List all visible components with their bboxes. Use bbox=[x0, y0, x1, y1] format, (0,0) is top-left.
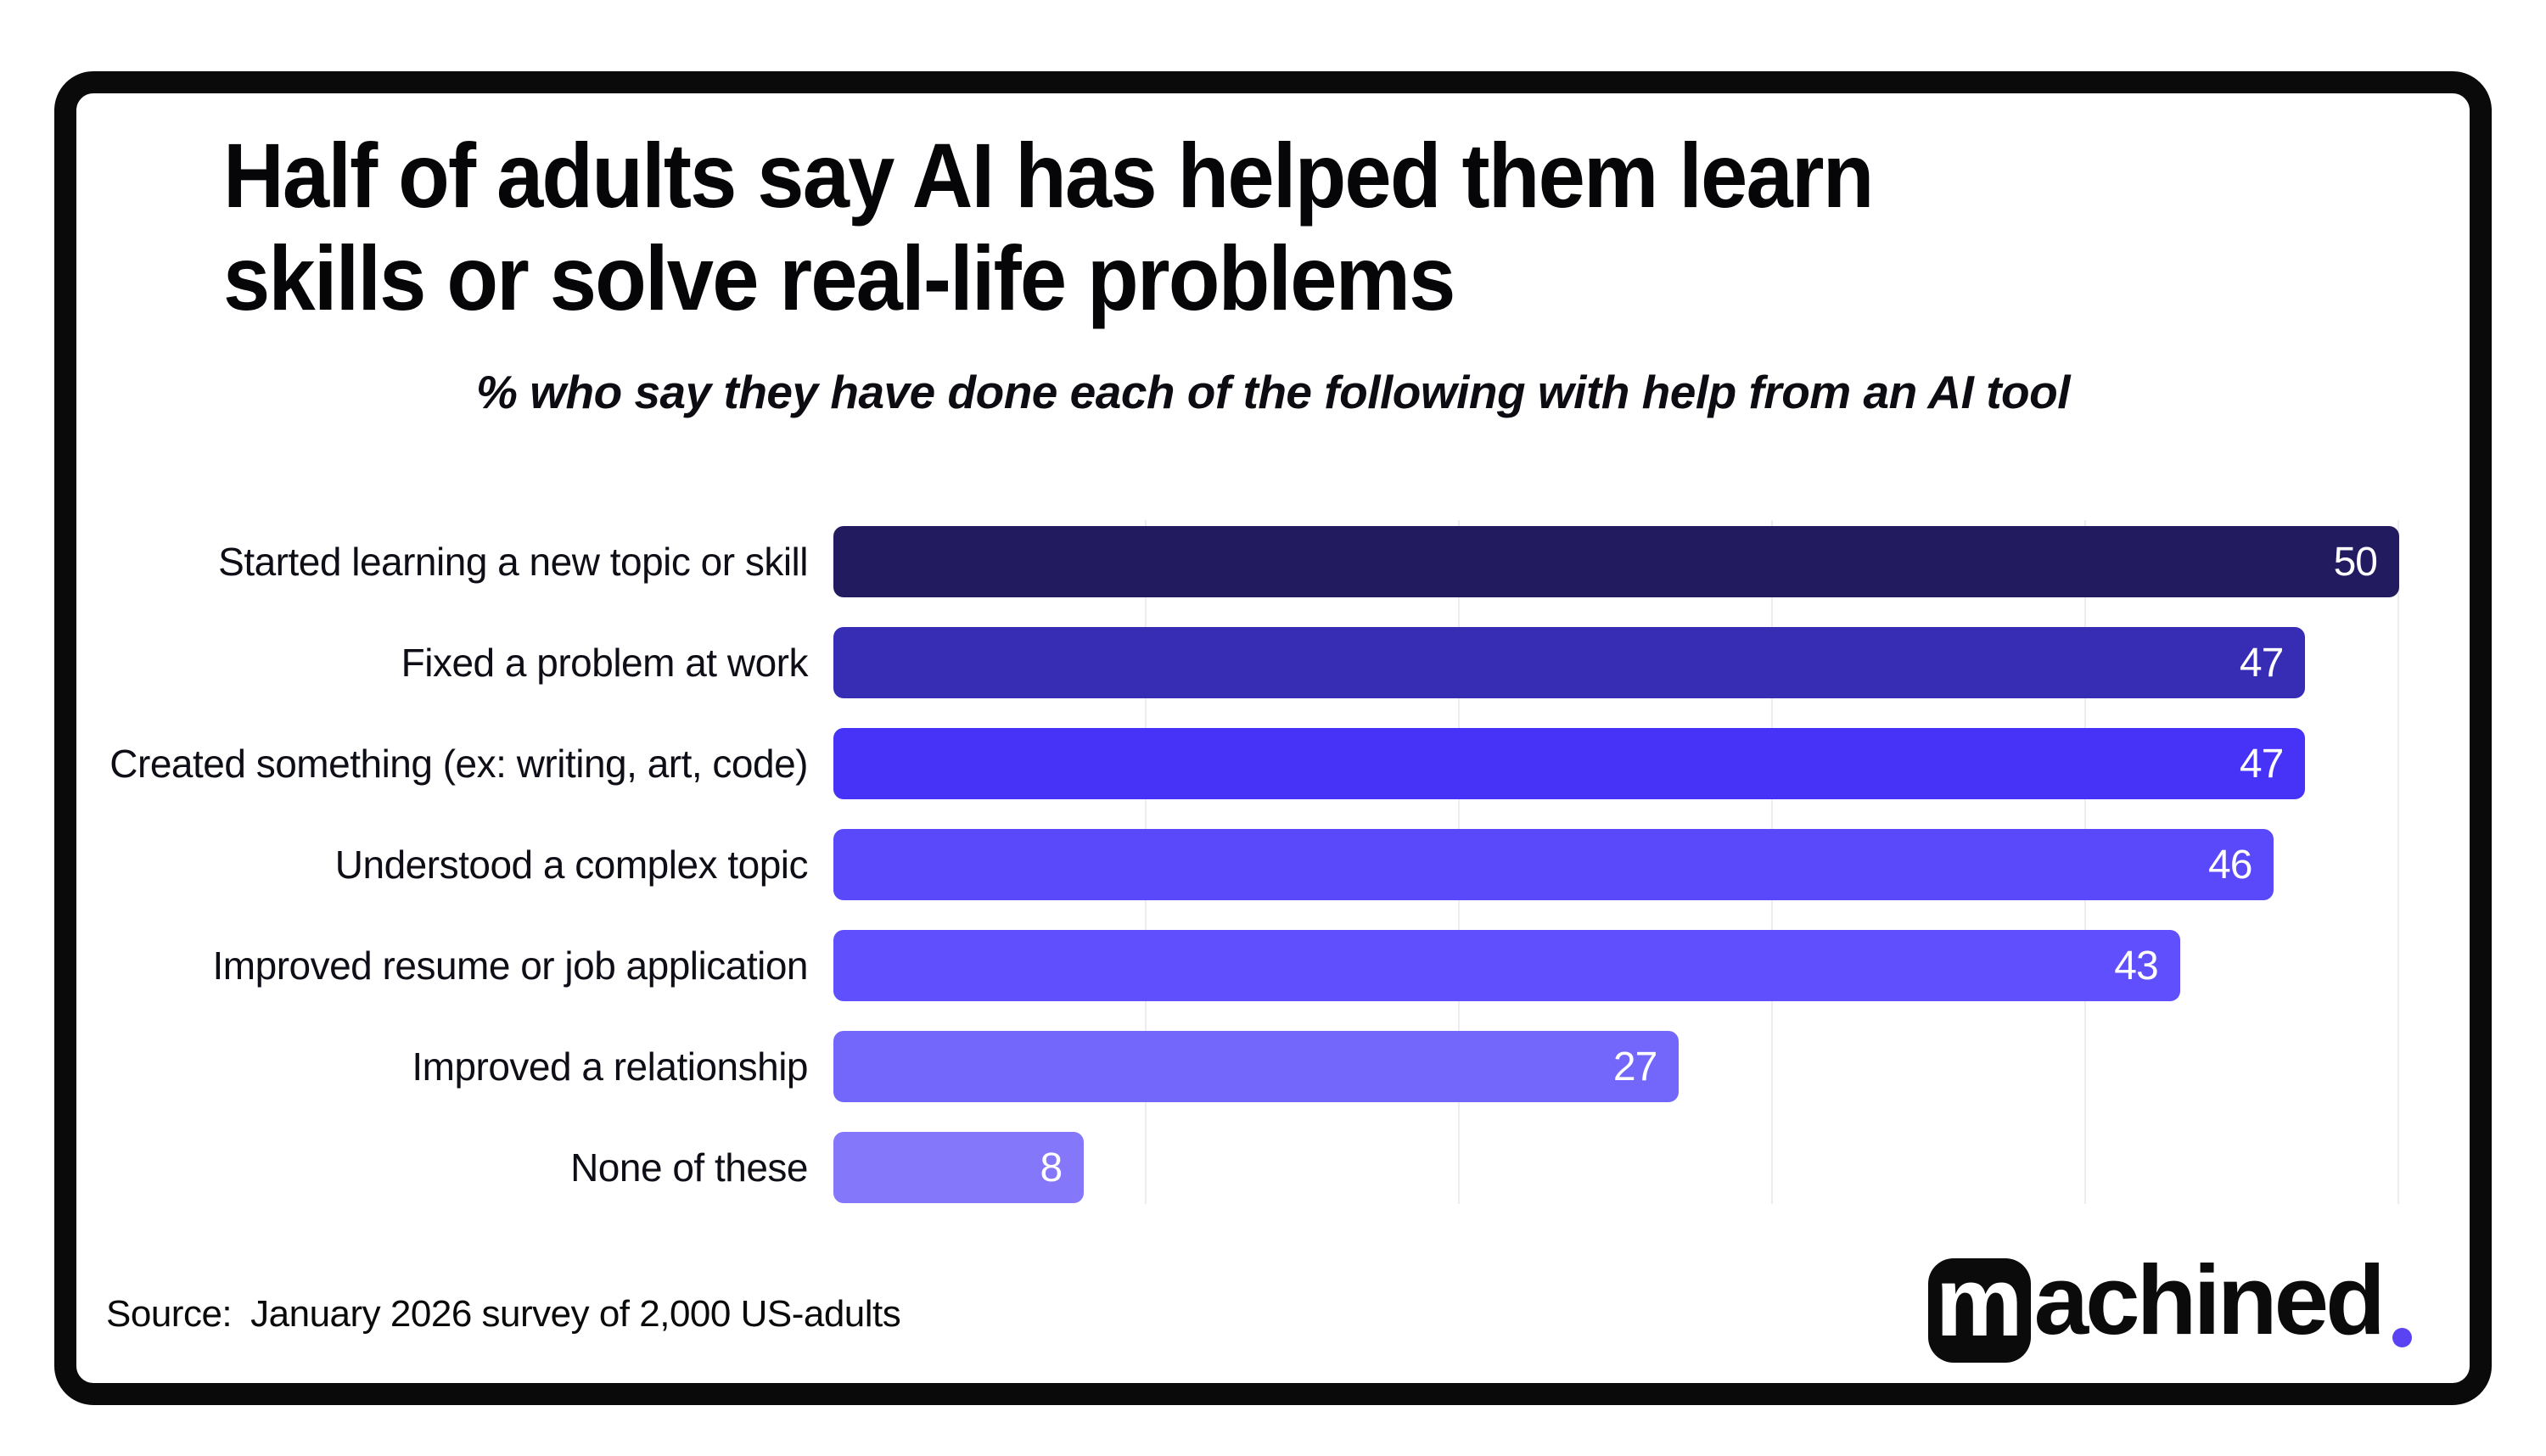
source-note: Source: January 2026 survey of 2,000 US-a… bbox=[106, 1293, 901, 1336]
bar-label: Created something (ex: writing, art, cod… bbox=[109, 742, 808, 786]
bar-label: Started learning a new topic or skill bbox=[218, 540, 808, 584]
machined-logo: m achined bbox=[1927, 1245, 2412, 1363]
bar-value: 27 bbox=[1612, 1044, 1657, 1089]
bar-row: Started learning a new topic or skill 50 bbox=[76, 526, 2399, 597]
bar-row: Improved a relationship 27 bbox=[76, 1031, 2399, 1102]
bar-value: 43 bbox=[2114, 943, 2158, 988]
bar: 8 bbox=[833, 1132, 1085, 1203]
bar: 43 bbox=[833, 930, 2180, 1001]
bar-track: 50 bbox=[833, 526, 2399, 597]
bar-row: Improved resume or job application 43 bbox=[76, 930, 2399, 1001]
bar-value: 50 bbox=[2333, 539, 2378, 585]
bar-label: None of these bbox=[570, 1145, 808, 1190]
bar-label: Understood a complex topic bbox=[334, 843, 809, 887]
logo-m-box: m bbox=[1927, 1258, 2031, 1363]
bar-label: Improved resume or job application bbox=[212, 944, 809, 988]
bar-track: 43 bbox=[833, 930, 2399, 1001]
chart-title: Half of adults say AI has helped them le… bbox=[223, 124, 1874, 329]
logo-m-letter: m bbox=[1935, 1258, 2023, 1357]
chart-title-line1: Half of adults say AI has helped them le… bbox=[223, 124, 1874, 227]
bar-value: 47 bbox=[2239, 741, 2284, 787]
bar: 47 bbox=[833, 627, 2306, 698]
logo-period-dot bbox=[2392, 1328, 2412, 1347]
bar: 46 bbox=[833, 829, 2274, 900]
bar-track: 8 bbox=[833, 1132, 2399, 1203]
chart-subtitle: % who say they have done each of the fol… bbox=[476, 366, 2070, 418]
bar-value: 8 bbox=[1040, 1145, 1063, 1190]
bar-value: 47 bbox=[2239, 640, 2284, 686]
bar: 47 bbox=[833, 728, 2306, 799]
bar-rows: Started learning a new topic or skill 50 F… bbox=[76, 526, 2399, 1203]
gridline bbox=[2397, 520, 2399, 1204]
bar-label: Improved a relationship bbox=[412, 1044, 808, 1089]
bar-track: 46 bbox=[833, 829, 2399, 900]
infographic-card: Half of adults say AI has helped them le… bbox=[54, 71, 2492, 1405]
bar-track: 47 bbox=[833, 627, 2399, 698]
bar-chart: Started learning a new topic or skill 50 F… bbox=[76, 520, 2399, 1209]
bar-value: 46 bbox=[2208, 842, 2252, 888]
source-text: January 2026 survey of 2,000 US-adults bbox=[250, 1293, 901, 1335]
chart-title-line2: skills or solve real-life problems bbox=[223, 227, 1455, 329]
bar-track: 27 bbox=[833, 1031, 2399, 1102]
bar-row: Fixed a problem at work 47 bbox=[76, 627, 2399, 698]
logo-wordmark: achined bbox=[2033, 1245, 2386, 1355]
bar: 50 bbox=[833, 526, 2399, 597]
bar-track: 47 bbox=[833, 728, 2399, 799]
bar-label: Fixed a problem at work bbox=[401, 641, 809, 685]
bar-row: None of these 8 bbox=[76, 1132, 2399, 1203]
source-label: Source: bbox=[106, 1293, 233, 1335]
bar-row: Created something (ex: writing, art, cod… bbox=[76, 728, 2399, 799]
bar: 27 bbox=[833, 1031, 1680, 1102]
bar-row: Understood a complex topic 46 bbox=[76, 829, 2399, 900]
card-content: Half of adults say AI has helped them le… bbox=[76, 93, 2470, 1383]
